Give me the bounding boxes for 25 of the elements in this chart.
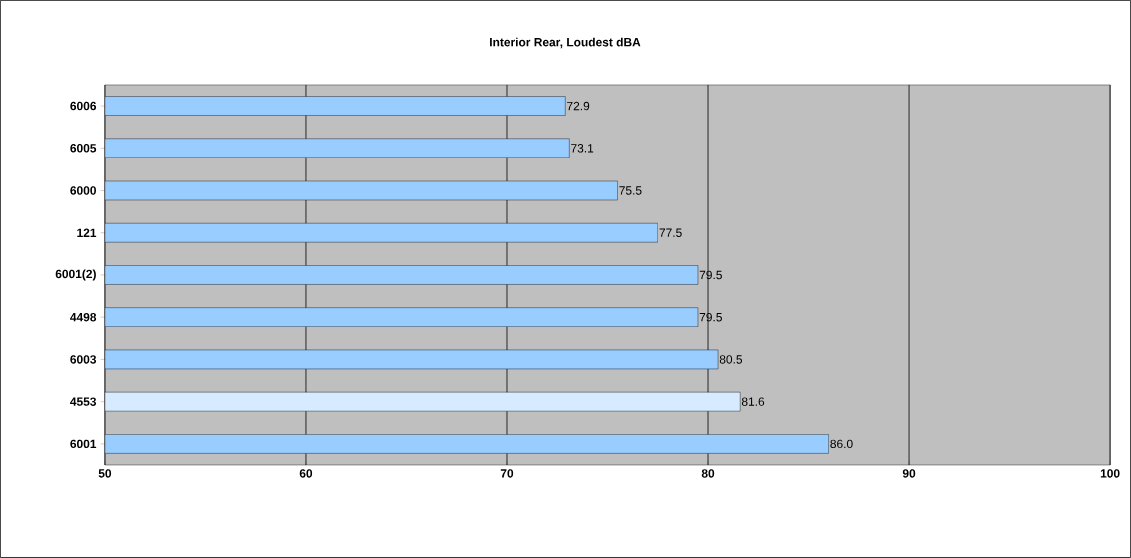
y-tick-label: 6001(2) — [55, 269, 96, 281]
data-label: 72.9 — [567, 101, 590, 111]
x-tick-label: 70 — [500, 469, 514, 478]
data-label: 75.5 — [619, 186, 642, 195]
y-tick-label: 121 — [77, 228, 97, 237]
y-tick-label: 6003 — [70, 355, 97, 364]
x-tick-label: 100 — [1100, 469, 1120, 478]
x-tick-label: 50 — [98, 469, 112, 478]
y-tick-label: 6005 — [70, 144, 97, 153]
data-label: 73.1 — [571, 144, 594, 153]
chart-title: Interior Rear, Loudest dBA — [490, 37, 641, 49]
y-tick-label: 6006 — [70, 101, 97, 111]
data-label: 81.6 — [741, 397, 765, 406]
data-label: 80.5 — [719, 355, 743, 364]
data-label: 86.0 — [830, 439, 853, 449]
y-tick-label: 4553 — [70, 397, 97, 406]
data-label: 77.5 — [659, 228, 682, 237]
y-tick-label: 6000 — [70, 186, 96, 195]
y-tick-label: 4498 — [70, 313, 97, 322]
x-tick-label: 90 — [902, 469, 916, 478]
x-tick-label: 80 — [701, 469, 715, 478]
data-label: 79.5 — [699, 313, 722, 322]
x-tick-label: 60 — [299, 469, 313, 478]
data-label: 79.5 — [699, 270, 722, 280]
y-tick-label: 6001 — [70, 439, 97, 449]
